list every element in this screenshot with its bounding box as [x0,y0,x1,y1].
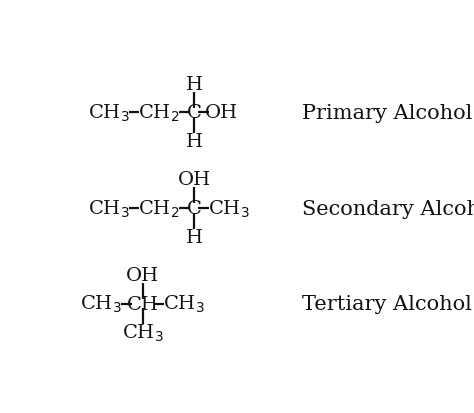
Text: Primary Alcohol: Primary Alcohol [301,104,472,123]
Text: C: C [187,104,201,122]
Text: OH: OH [205,104,238,122]
Text: CH$_{3}$: CH$_{3}$ [88,102,129,124]
Text: OH: OH [126,266,159,284]
Text: Secondary Alcohol: Secondary Alcohol [301,199,474,218]
Text: H: H [185,76,202,93]
Text: CH$_{3}$: CH$_{3}$ [88,198,129,219]
Text: H: H [185,133,202,151]
Text: CH$_{3}$: CH$_{3}$ [164,293,205,315]
Text: CH: CH [127,295,159,313]
Text: Tertiary Alcohol: Tertiary Alcohol [301,294,472,313]
Text: H: H [185,228,202,246]
Text: CH$_{3}$: CH$_{3}$ [122,322,164,343]
Text: CH$_{3}$: CH$_{3}$ [80,293,122,315]
Text: CH$_{2}$: CH$_{2}$ [138,198,180,219]
Text: CH$_{3}$: CH$_{3}$ [208,198,250,219]
Text: OH: OH [177,171,210,189]
Text: C: C [187,199,201,218]
Text: CH$_{2}$: CH$_{2}$ [138,102,180,124]
